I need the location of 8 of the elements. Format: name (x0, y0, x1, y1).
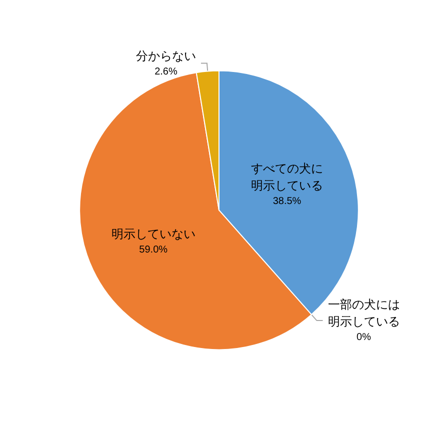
data-label: 59.0% (139, 244, 168, 256)
slice-label: すべての犬に明示している (250, 161, 323, 192)
data-label: 2.6% (154, 66, 178, 78)
text: 0% (356, 332, 371, 344)
slice-label: 分からない (136, 48, 196, 63)
data-label: 38.5% (272, 196, 302, 207)
slice-label: 明示していない (111, 226, 196, 241)
legend-label: 一部の犬には明示している (328, 298, 400, 329)
